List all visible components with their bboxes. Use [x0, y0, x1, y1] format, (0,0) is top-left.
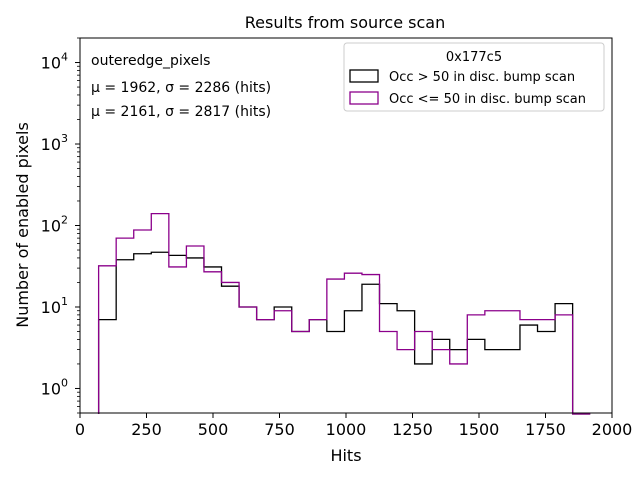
legend-swatch-series1 — [349, 69, 379, 83]
series-group — [97, 212, 591, 415]
x-axis: 0 250 500 750 1000 1250 1500 1750 2000 — [75, 413, 632, 439]
x-axis-label: Hits — [330, 446, 361, 465]
annotation-stats-series1: μ = 1962, σ = 2286 (hits) — [91, 80, 271, 96]
legend: 0x177c5 Occ > 50 in disc. bump scan Occ … — [343, 42, 605, 112]
x-tick-label: 1500 — [459, 420, 500, 439]
series-line-2 — [97, 212, 591, 415]
x-tick-label: 1250 — [392, 420, 433, 439]
legend-title: 0x177c5 — [446, 50, 502, 65]
legend-box — [343, 42, 605, 112]
stats-annotations: outeredge_pixels μ = 1962, σ = 2286 (hit… — [91, 53, 271, 120]
x-tick-label: 1000 — [326, 420, 367, 439]
y-tick-label: 100 — [41, 376, 68, 398]
y-tick-label: 101 — [41, 295, 68, 317]
y-tick-label: 104 — [41, 51, 68, 73]
legend-label-series2: Occ <= 50 in disc. bump scan — [389, 92, 586, 107]
series-line-1 — [97, 251, 591, 415]
x-tick-label: 250 — [131, 420, 162, 439]
annotation-stats-series2: μ = 2161, σ = 2817 (hits) — [91, 104, 271, 120]
y-tick-label: 103 — [41, 132, 68, 154]
x-tick-label: 500 — [198, 420, 229, 439]
legend-label-series1: Occ > 50 in disc. bump scan — [389, 70, 575, 85]
annotation-name: outeredge_pixels — [91, 53, 210, 69]
chart-title: Results from source scan — [245, 13, 445, 32]
x-tick-label: 0 — [75, 420, 85, 439]
y-axis-label: Number of enabled pixels — [13, 122, 32, 328]
x-tick-label: 750 — [264, 420, 295, 439]
x-tick-label: 1750 — [525, 420, 566, 439]
x-tick-label: 2000 — [592, 420, 633, 439]
y-axis: 100 101 102 103 104 — [41, 37, 80, 414]
legend-swatch-series2 — [349, 91, 379, 105]
y-tick-label: 102 — [41, 214, 68, 236]
